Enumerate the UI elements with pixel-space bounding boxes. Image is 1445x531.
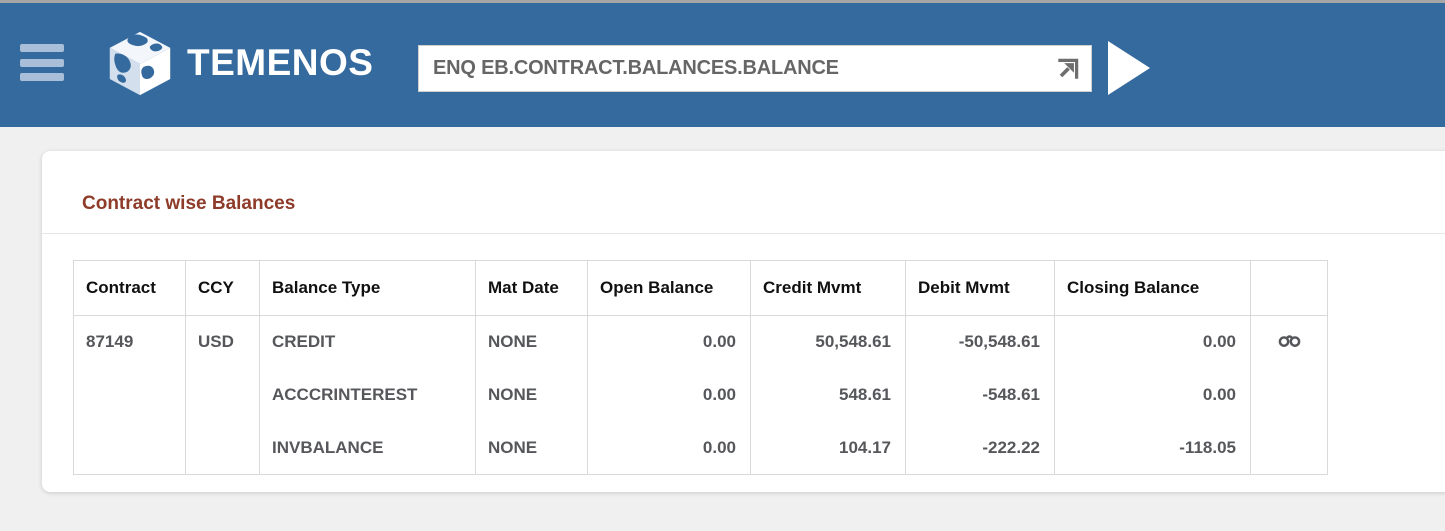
hamburger-icon: [20, 58, 64, 67]
cell-debit-mvmt: -50,548.61: [905, 315, 1055, 369]
content-area: Contract wise Balances Contract CCY Bala…: [0, 127, 1445, 492]
balances-table: Contract CCY Balance Type Mat Date Open …: [73, 260, 1328, 475]
cell-actions: [1250, 421, 1328, 475]
cell-open-balance: 0.00: [587, 421, 751, 475]
cell-debit-mvmt: -222.22: [905, 421, 1055, 475]
cell-ccy: [185, 421, 260, 475]
cell-ccy: USD: [185, 315, 260, 369]
cell-credit-mvmt: 104.17: [750, 421, 906, 475]
window-top-edge: [0, 0, 1445, 3]
command-input[interactable]: [419, 46, 1014, 91]
header-row: Contract CCY Balance Type Mat Date Open …: [73, 260, 1328, 316]
cell-contract: 87149: [73, 315, 186, 369]
column-header-ccy: CCY: [185, 260, 260, 316]
column-header-mat-date: Mat Date: [475, 260, 588, 316]
hamburger-icon: [20, 73, 64, 81]
cell-actions: [1250, 315, 1328, 369]
cell-contract: [73, 421, 186, 475]
cell-balance-type: CREDIT: [259, 315, 476, 369]
brand-logo: TEMENOS: [106, 29, 373, 97]
cell-credit-mvmt: 50,548.61: [750, 315, 906, 369]
cell-actions: [1250, 368, 1328, 422]
cell-mat-date: NONE: [475, 315, 588, 369]
cell-mat-date: NONE: [475, 368, 588, 422]
column-header-closing-balance: Closing Balance: [1054, 260, 1251, 316]
cell-mat-date: NONE: [475, 421, 588, 475]
brand-name: TEMENOS: [187, 42, 374, 83]
cell-open-balance: 0.00: [587, 315, 751, 369]
cell-ccy: [185, 368, 260, 422]
open-in-new-window-icon[interactable]: [1054, 55, 1082, 83]
cell-balance-type: ACCCRINTEREST: [259, 368, 476, 422]
cell-closing-balance: -118.05: [1054, 421, 1251, 475]
table-row: 87149 USD CREDIT NONE 0.00 50,548.61 -50…: [73, 315, 1328, 369]
cell-debit-mvmt: -548.61: [905, 368, 1055, 422]
command-bar: [418, 45, 1092, 92]
table-row: ACCCRINTEREST NONE 0.00 548.61 -548.61 0…: [73, 368, 1328, 422]
table-container: Contract CCY Balance Type Mat Date Open …: [42, 234, 1445, 492]
app-header: TEMENOS: [0, 3, 1445, 127]
temenos-globe-cube-icon: [109, 31, 171, 96]
cell-contract: [73, 368, 186, 422]
column-header-open-balance: Open Balance: [587, 260, 751, 316]
binoculars-drilldown-icon[interactable]: [1276, 332, 1303, 353]
cell-credit-mvmt: 548.61: [750, 368, 906, 422]
play-icon: [1108, 41, 1150, 95]
column-header-debit-mvmt: Debit Mvmt: [905, 260, 1055, 316]
column-header-actions: [1250, 260, 1328, 316]
column-header-balance-type: Balance Type: [259, 260, 476, 316]
run-command-button[interactable]: [1108, 41, 1156, 95]
panel-title: Contract wise Balances: [42, 151, 1445, 234]
contract-balances-panel: Contract wise Balances Contract CCY Bala…: [42, 151, 1445, 492]
cell-balance-type: INVBALANCE: [259, 421, 476, 475]
column-header-credit-mvmt: Credit Mvmt: [750, 260, 906, 316]
cell-closing-balance: 0.00: [1054, 368, 1251, 422]
hamburger-icon: [20, 44, 64, 52]
table-row: INVBALANCE NONE 0.00 104.17 -222.22 -118…: [73, 421, 1328, 475]
cell-open-balance: 0.00: [587, 368, 751, 422]
menu-button[interactable]: [20, 44, 64, 81]
cell-closing-balance: 0.00: [1054, 315, 1251, 369]
column-header-contract: Contract: [73, 260, 186, 316]
